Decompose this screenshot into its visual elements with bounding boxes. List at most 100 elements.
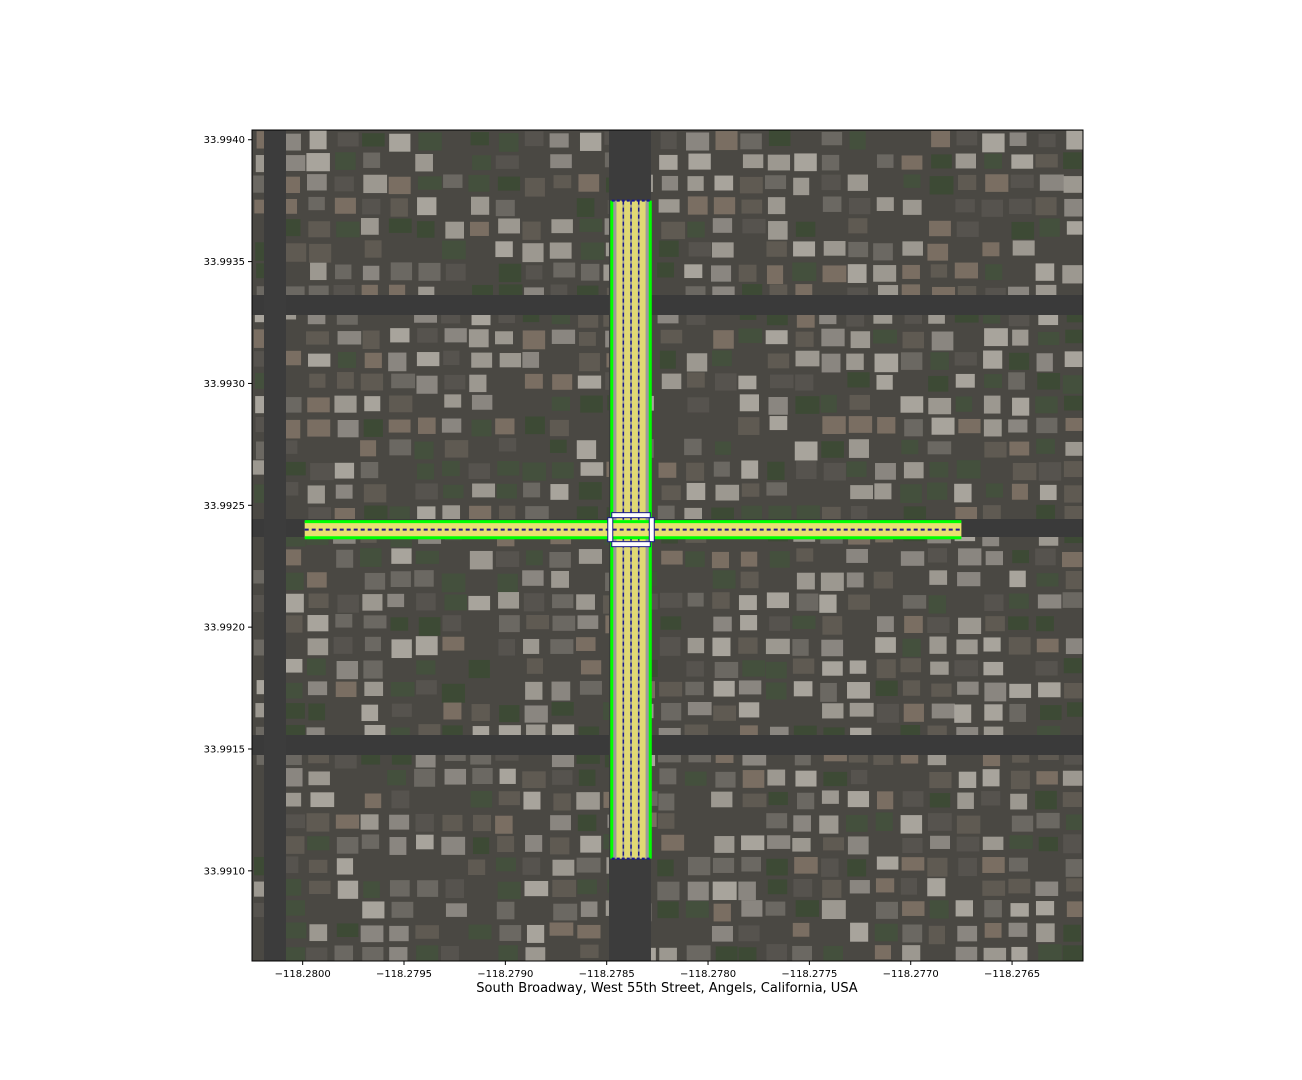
building <box>847 372 870 388</box>
building <box>551 396 570 411</box>
building <box>364 636 381 652</box>
building <box>846 572 864 588</box>
building <box>335 152 356 170</box>
building <box>1010 174 1034 188</box>
building <box>847 682 870 699</box>
building <box>956 815 981 834</box>
building <box>821 639 844 657</box>
building <box>576 637 596 651</box>
building <box>796 792 815 810</box>
building <box>874 945 891 960</box>
building <box>416 660 436 675</box>
building <box>336 549 354 568</box>
building <box>876 856 899 870</box>
building <box>955 199 975 213</box>
building <box>525 681 543 700</box>
building <box>985 551 1004 566</box>
building <box>387 769 406 786</box>
building <box>360 373 384 391</box>
building <box>307 572 327 588</box>
building <box>415 636 438 656</box>
building <box>309 130 327 150</box>
building <box>1036 923 1055 943</box>
building <box>334 176 354 192</box>
building <box>931 683 952 697</box>
building <box>874 353 899 373</box>
building <box>1066 878 1083 892</box>
building <box>930 835 951 849</box>
building <box>472 837 490 855</box>
building <box>307 658 326 676</box>
x-tick-label: −118.2790 <box>477 969 533 980</box>
building <box>391 901 414 918</box>
building <box>984 594 1004 611</box>
building <box>958 174 977 191</box>
building <box>307 638 329 656</box>
building <box>362 946 384 961</box>
building <box>849 394 871 410</box>
building <box>498 592 520 609</box>
building <box>283 703 305 719</box>
building <box>687 637 705 654</box>
building <box>767 353 790 369</box>
building <box>686 661 704 677</box>
building <box>1065 570 1082 590</box>
building <box>308 859 328 873</box>
building <box>391 373 416 389</box>
building <box>685 551 705 568</box>
building <box>414 441 434 460</box>
y-tick-label: 33.9935 <box>204 257 245 268</box>
y-tick-label: 33.9910 <box>204 866 245 877</box>
building <box>580 944 599 958</box>
x-tick-label: −118.2800 <box>275 969 331 980</box>
building <box>684 771 707 786</box>
building <box>309 373 326 388</box>
building <box>766 265 784 285</box>
building <box>552 374 573 390</box>
building <box>579 331 596 346</box>
building <box>822 661 843 676</box>
building <box>471 419 492 437</box>
building <box>552 770 573 785</box>
building <box>902 638 921 657</box>
building <box>795 221 816 237</box>
building <box>873 265 897 282</box>
building <box>1012 550 1029 564</box>
building <box>362 133 385 147</box>
building <box>336 923 359 937</box>
building <box>984 704 1003 721</box>
building <box>900 878 918 895</box>
building <box>795 396 820 414</box>
building <box>873 571 893 589</box>
building <box>765 330 788 345</box>
building <box>443 702 462 720</box>
building <box>954 704 972 723</box>
building <box>847 264 867 283</box>
building <box>876 154 894 168</box>
building <box>766 482 788 496</box>
building <box>578 174 600 192</box>
building <box>957 572 981 587</box>
building <box>821 858 839 877</box>
building <box>389 880 410 897</box>
building <box>282 219 301 237</box>
building <box>927 857 948 877</box>
building <box>847 836 869 855</box>
building <box>360 218 379 235</box>
building <box>686 353 708 372</box>
building <box>714 373 737 391</box>
building <box>902 945 921 961</box>
building <box>415 813 434 832</box>
building <box>389 947 408 961</box>
building <box>823 771 848 787</box>
building <box>984 682 1007 702</box>
building <box>767 769 786 786</box>
building <box>336 221 360 238</box>
building <box>657 262 675 278</box>
building <box>819 594 837 613</box>
building <box>927 243 949 261</box>
building <box>769 374 794 389</box>
building <box>549 439 567 453</box>
building <box>846 461 867 478</box>
building <box>741 199 763 214</box>
